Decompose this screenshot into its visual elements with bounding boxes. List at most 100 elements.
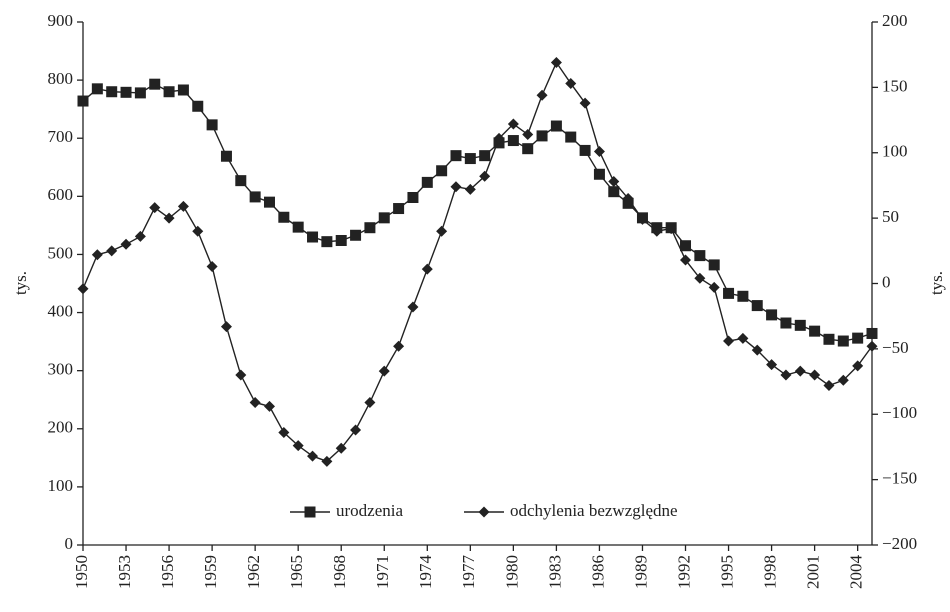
x-tick-label: 1950: [72, 555, 91, 589]
point: [364, 222, 376, 234]
point: [536, 130, 548, 142]
point: [780, 369, 792, 381]
y2-axis-label: tys.: [927, 271, 946, 295]
x-tick-label: 1983: [545, 555, 564, 589]
point: [479, 150, 491, 162]
point: [292, 221, 304, 233]
point: [436, 225, 448, 237]
point: [120, 86, 132, 98]
point: [766, 309, 778, 321]
point: [407, 191, 419, 203]
point: [751, 344, 763, 356]
x-tick-label: 1956: [158, 555, 177, 589]
point: [393, 203, 405, 215]
point: [307, 450, 319, 462]
point: [823, 379, 835, 391]
y2-tick-label: 100: [882, 142, 908, 161]
y2-tick-label: 0: [882, 272, 891, 291]
point: [177, 84, 189, 96]
point: [522, 128, 534, 140]
x-tick-label: 1962: [244, 555, 263, 589]
point: [206, 261, 218, 273]
point: [608, 176, 620, 188]
point: [436, 165, 448, 177]
point: [579, 97, 591, 109]
point: [407, 301, 419, 313]
x-tick-label: 1953: [115, 555, 134, 589]
point: [780, 317, 792, 329]
point: [593, 168, 605, 180]
point: [263, 196, 275, 208]
point: [837, 335, 849, 347]
y2-tick-label: −100: [882, 403, 917, 422]
point: [163, 86, 175, 98]
y2-tick-label: 200: [882, 11, 908, 30]
y2-tick-label: 50: [882, 207, 899, 226]
point: [350, 424, 362, 436]
y-tick-label: 500: [48, 243, 74, 262]
point: [550, 120, 562, 132]
point: [192, 225, 204, 237]
point: [507, 118, 519, 130]
point: [522, 143, 534, 155]
point: [737, 332, 749, 344]
point: [335, 442, 347, 454]
x-tick-label: 1980: [502, 555, 521, 589]
point: [421, 263, 433, 275]
point: [134, 87, 146, 99]
x-tick-label: 1986: [588, 555, 607, 589]
point: [636, 213, 648, 225]
point: [809, 325, 821, 337]
point: [708, 281, 720, 293]
point: [680, 254, 692, 266]
point: [378, 212, 390, 224]
x-tick-label: 2001: [804, 555, 823, 589]
point: [321, 455, 333, 467]
point: [565, 131, 577, 143]
legend-label: odchylenia bezwzględne: [510, 501, 678, 520]
x-tick-label: 1971: [373, 555, 392, 589]
point: [206, 119, 218, 131]
legend-marker: [478, 506, 490, 518]
point: [694, 272, 706, 284]
point: [723, 335, 735, 347]
point: [163, 212, 175, 224]
point: [464, 153, 476, 165]
point: [91, 249, 103, 261]
point: [866, 327, 878, 339]
point: [91, 83, 103, 95]
point: [77, 283, 89, 295]
point: [249, 191, 261, 203]
point: [149, 202, 161, 214]
point: [464, 183, 476, 195]
x-tick-label: 1959: [201, 555, 220, 589]
point: [665, 223, 677, 235]
point: [794, 319, 806, 331]
point: [149, 78, 161, 90]
point: [106, 245, 118, 257]
x-tick-label: 1998: [760, 555, 779, 589]
point: [837, 374, 849, 386]
point: [177, 200, 189, 212]
point: [737, 290, 749, 302]
point: [278, 211, 290, 223]
point: [292, 440, 304, 452]
point: [378, 365, 390, 377]
point: [608, 186, 620, 198]
point: [450, 150, 462, 162]
point: [507, 135, 519, 147]
point: [622, 193, 634, 205]
point: [680, 240, 692, 252]
x-tick-label: 1968: [330, 555, 349, 589]
point: [350, 229, 362, 241]
point: [220, 150, 232, 162]
point: [321, 236, 333, 248]
point: [235, 369, 247, 381]
point: [263, 400, 275, 412]
series-line: [82, 61, 873, 463]
y-tick-label: 200: [48, 418, 74, 437]
point: [708, 259, 720, 271]
x-tick-label: 1977: [459, 555, 478, 590]
point: [751, 300, 763, 312]
y-tick-label: 100: [48, 476, 74, 495]
